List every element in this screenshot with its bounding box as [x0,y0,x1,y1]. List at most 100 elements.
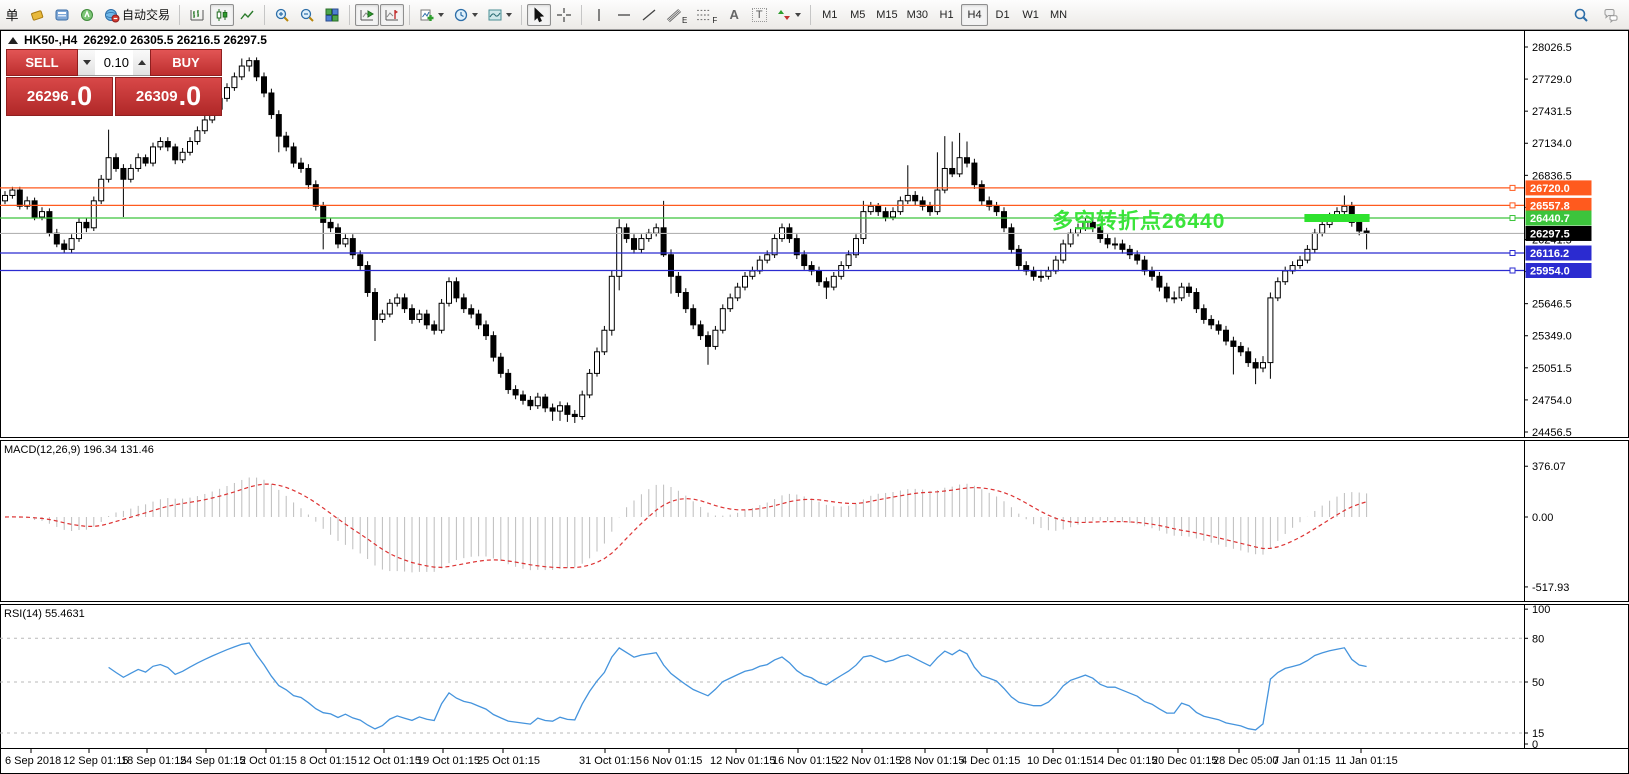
equidistant-channel-icon [666,8,682,22]
volume-input[interactable] [95,50,133,75]
sell-button[interactable]: SELL [6,49,78,76]
market-watch-button[interactable] [25,4,49,26]
add-indicator-icon [420,9,434,21]
svg-text:24 Sep 01:15: 24 Sep 01:15 [180,755,245,767]
panel-splitter-macd[interactable] [0,437,1629,441]
toolbar-separator [179,4,181,25]
market-watch-icon [31,9,44,21]
autotrading-button[interactable]: 自动交易 [100,4,174,26]
sell-button-label: SELL [25,55,59,70]
timeframe-m30-button[interactable]: M30 [906,8,929,21]
svg-text:26836.5: 26836.5 [1532,170,1572,182]
vertical-line-button[interactable] [587,4,611,26]
chat-button[interactable] [1599,4,1623,26]
panel-splitter-rsi[interactable] [0,601,1629,605]
text-tool-button[interactable]: A [722,4,746,26]
horizontal-level-lines[interactable] [0,184,1524,274]
chart-annotation-text[interactable]: 多空转折点26440 [1052,210,1226,233]
candlestick-chart-button[interactable] [210,3,235,26]
tile-windows-button[interactable] [320,4,344,26]
toolbar-separator [521,4,523,25]
timeframe-h4-button[interactable]: H4 [961,3,989,26]
fibonacci-glyph: F [712,15,718,25]
channel-glyph: E [682,15,688,25]
toolbar-separator [264,4,266,25]
chart-frame [0,30,1629,774]
horizontal-line-button[interactable] [612,4,636,26]
crosshair-button[interactable] [552,4,576,26]
cursor-button[interactable] [527,3,552,26]
svg-text:27729.0: 27729.0 [1532,74,1572,86]
chart-shift-button[interactable] [380,3,405,26]
periods-button[interactable] [449,4,482,26]
candlestick-chart-icon [216,8,228,21]
zoom-in-button[interactable] [270,4,294,26]
volume-increase-button[interactable] [133,50,150,75]
templates-icon [488,9,502,20]
toolbar-separator [581,4,583,25]
sell-price-display[interactable]: 26296 .0 [6,77,113,116]
timeframe-m1-button[interactable]: M1 [822,8,838,21]
timeframe-d1-button[interactable]: D1 [995,8,1010,21]
chart-symbol-period: HK50-,H4 [24,33,78,47]
bar-chart-button[interactable] [185,4,209,26]
buy-button[interactable]: BUY [150,49,222,76]
new-order-label: 单 [5,8,19,23]
svg-text:26297.5: 26297.5 [1530,228,1570,240]
new-order-button[interactable]: 单 [0,4,24,26]
buy-price-display[interactable]: 26309 .0 [115,77,222,116]
zoom-out-icon [300,8,314,22]
text-label-glyph: T [751,7,767,22]
rsi-line [108,642,1367,731]
bar-chart-icon [190,9,204,20]
vertical-line-icon [598,8,600,21]
highlight-segment[interactable] [1304,214,1370,223]
triangle-down-icon [82,60,91,65]
templates-button[interactable] [483,4,516,26]
arrows-tool-button[interactable] [772,4,805,26]
zoom-in-icon [275,8,289,22]
svg-text:18 Sep 01:15: 18 Sep 01:15 [121,755,186,767]
volume-decrease-button[interactable] [78,50,95,75]
zoom-out-button[interactable] [295,4,319,26]
chat-icon [1604,8,1618,23]
search-icon [1574,8,1588,22]
add-indicator-button[interactable] [415,4,448,26]
line-chart-icon [240,10,254,19]
timeframe-mn-button[interactable]: MN [1050,8,1068,21]
timeframe-m15-button[interactable]: M15 [876,8,898,21]
line-chart-button[interactable] [235,4,259,26]
svg-text:24754.0: 24754.0 [1532,395,1572,407]
chart-shift-icon [385,9,399,20]
svg-text:25 Oct 01:15: 25 Oct 01:15 [477,755,540,767]
one-click-trading-panel: SELL BUY 26296 .0 26309 .0 [6,49,222,116]
arrows-tool-icon [778,9,791,20]
fibonacci-button[interactable]: F [692,4,721,26]
svg-text:10 Dec 01:15: 10 Dec 01:15 [1027,755,1092,767]
search-button[interactable] [1569,4,1593,26]
text-label-button[interactable]: T [747,4,771,26]
equidistant-channel-button[interactable]: E [662,4,691,26]
svg-text:25349.0: 25349.0 [1532,331,1572,343]
svg-text:50: 50 [1532,677,1544,689]
rsi-levels [0,637,1524,734]
svg-text:15: 15 [1532,728,1544,740]
horizontal-line-icon [618,13,631,16]
auto-scroll-button[interactable] [355,3,380,26]
toolbar-right-group [1569,4,1623,26]
svg-text:24456.5: 24456.5 [1532,427,1572,439]
svg-text:26116.2: 26116.2 [1530,248,1569,260]
chevron-down-icon [795,12,802,17]
trendline-button[interactable] [637,4,661,26]
timeframe-m5-button[interactable]: M5 [850,8,866,21]
timeframe-w1-button[interactable]: W1 [1022,8,1039,21]
buy-price-decimal: .0 [178,81,202,111]
data-window-button[interactable] [50,4,74,26]
timeframe-h1-button[interactable]: H1 [939,8,954,21]
signals-button[interactable] [75,4,99,26]
svg-text:80: 80 [1532,633,1544,645]
collapse-panel-icon[interactable] [8,36,18,44]
svg-text:376.07: 376.07 [1532,461,1566,473]
